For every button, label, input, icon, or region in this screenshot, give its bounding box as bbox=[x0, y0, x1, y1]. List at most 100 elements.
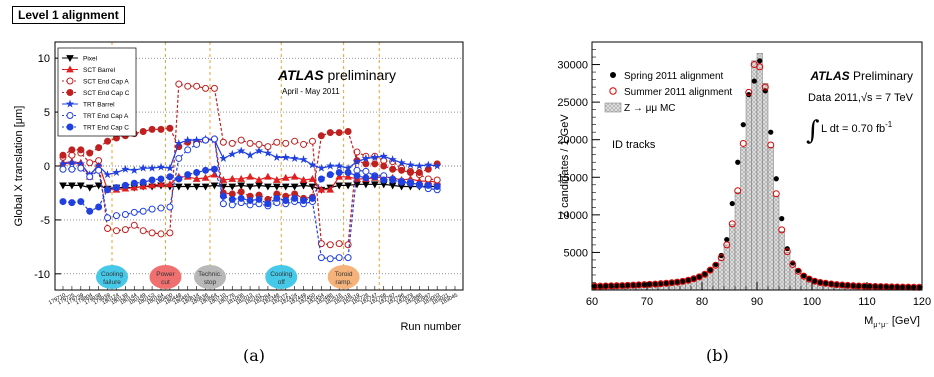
event-label: Technic. bbox=[198, 271, 222, 278]
legend-marker bbox=[604, 102, 622, 113]
data-point bbox=[308, 137, 316, 145]
chart-b: 5000 10000 15000 20000 25000 30000 60 70 80 90 100… bbox=[557, 41, 931, 329]
data-point bbox=[139, 227, 147, 235]
data-point bbox=[112, 167, 121, 177]
data-point bbox=[344, 182, 352, 190]
data-point bbox=[210, 182, 219, 190]
data-point bbox=[184, 146, 192, 154]
data-point bbox=[317, 132, 325, 140]
data-point bbox=[299, 175, 308, 183]
data-point bbox=[406, 168, 414, 176]
legend-label: Pixel bbox=[83, 56, 98, 63]
data-point bbox=[326, 185, 335, 193]
data-point bbox=[795, 267, 801, 274]
data-point bbox=[193, 140, 201, 148]
data-point bbox=[246, 197, 254, 205]
data-point bbox=[68, 165, 76, 173]
data-point bbox=[335, 254, 343, 262]
data-point bbox=[603, 283, 609, 289]
data-point bbox=[856, 283, 862, 289]
event-label: ramp. bbox=[335, 279, 352, 286]
data-point bbox=[157, 204, 165, 212]
data-point bbox=[783, 248, 791, 256]
data-point bbox=[68, 199, 76, 207]
histogram-bar bbox=[751, 60, 758, 291]
data-point bbox=[95, 166, 103, 174]
data-point bbox=[636, 282, 642, 288]
data-point bbox=[273, 138, 281, 146]
caption-b: (b) bbox=[706, 346, 729, 365]
data-point bbox=[734, 187, 742, 195]
data-point bbox=[68, 182, 76, 190]
data-point bbox=[728, 220, 736, 228]
data-point bbox=[379, 151, 388, 160]
data-point bbox=[157, 180, 165, 188]
data-point bbox=[406, 179, 414, 187]
histogram-bar bbox=[723, 244, 730, 291]
data-point bbox=[362, 160, 370, 168]
legend-label: SCT End Cap C bbox=[83, 90, 130, 97]
data-point bbox=[706, 266, 714, 274]
data-point bbox=[272, 183, 281, 191]
data-point bbox=[264, 172, 272, 180]
data-point bbox=[59, 198, 67, 206]
data-point bbox=[130, 183, 139, 191]
data-point bbox=[290, 154, 299, 162]
data-point bbox=[883, 284, 889, 290]
data-point bbox=[739, 139, 747, 147]
data-point bbox=[707, 267, 713, 273]
legend-marker bbox=[609, 87, 617, 95]
data-point bbox=[789, 260, 797, 268]
data-point bbox=[237, 182, 246, 190]
data-point bbox=[157, 175, 165, 183]
data-point bbox=[850, 283, 856, 289]
event-label: stop bbox=[204, 279, 217, 286]
data-point bbox=[740, 122, 746, 128]
data-point bbox=[371, 173, 379, 181]
legend-label: Spring 2011 alignment bbox=[624, 71, 724, 82]
data-point bbox=[148, 229, 156, 237]
data-point bbox=[121, 164, 130, 173]
data-point bbox=[344, 254, 352, 262]
legend-a: Pixel SCT Barrel SCT End Cap A SCT End Cap … bbox=[57, 47, 137, 137]
data-point bbox=[273, 194, 281, 202]
data-point bbox=[130, 179, 138, 187]
data-point bbox=[746, 92, 752, 98]
data-point bbox=[695, 273, 703, 281]
data-point bbox=[94, 182, 103, 190]
legend-marker bbox=[66, 55, 74, 63]
data-point bbox=[424, 175, 432, 183]
data-point bbox=[148, 176, 156, 184]
data-point bbox=[255, 140, 263, 148]
event-badge bbox=[96, 265, 128, 289]
data-point bbox=[202, 84, 210, 92]
histogram-bar bbox=[712, 264, 719, 291]
legend-marker bbox=[66, 77, 74, 85]
data-point bbox=[264, 200, 272, 208]
data-point bbox=[272, 152, 282, 161]
data-point bbox=[370, 152, 380, 161]
event-label: Cooling bbox=[101, 271, 123, 278]
data-point bbox=[335, 172, 344, 180]
legend-label: SCT Barrel bbox=[83, 67, 116, 74]
y-tick-label: -5 bbox=[40, 215, 50, 227]
data-point bbox=[619, 282, 625, 289]
legend-b: Spring 2011 alignment Summer 2011 alignme… bbox=[604, 71, 732, 114]
event-badge bbox=[265, 265, 298, 289]
histogram-bar bbox=[778, 231, 785, 291]
legend-marker bbox=[66, 89, 74, 96]
data-point bbox=[130, 221, 138, 229]
data-point bbox=[85, 184, 94, 192]
data-point bbox=[335, 129, 343, 137]
data-point bbox=[68, 146, 76, 154]
panel-header: Level 1 alignment bbox=[12, 6, 125, 24]
data-point bbox=[255, 195, 263, 203]
data-point bbox=[625, 282, 631, 288]
data-point bbox=[166, 173, 174, 181]
data-point bbox=[264, 183, 272, 191]
x-tick-label: 120 bbox=[913, 296, 931, 308]
event-badge bbox=[194, 265, 226, 289]
data-point bbox=[371, 160, 379, 168]
data-point bbox=[210, 165, 218, 173]
